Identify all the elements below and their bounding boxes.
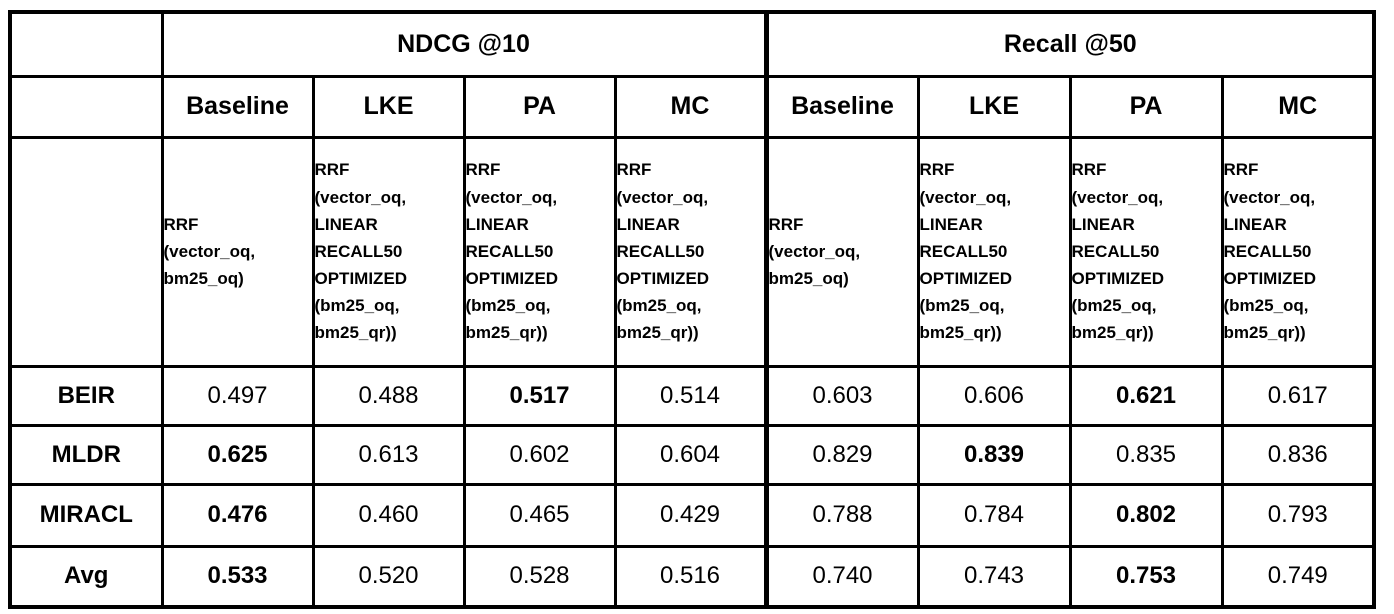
value-cell: 0.533 [160, 544, 315, 609]
descriptor-recall-pa: RRF (vector_oq, LINEAR RECALL50 OPTIMIZE… [1068, 135, 1224, 368]
value-cell: 0.517 [462, 364, 617, 427]
value-cell: 0.835 [1068, 423, 1224, 486]
method-header-row: Baseline LKE PA MC Baseline LKE PA MC [8, 74, 1376, 139]
corner-cell-top [8, 10, 164, 78]
col-header-ndcg-pa: PA [462, 74, 617, 139]
table-row-miracl: MIRACL 0.476 0.460 0.465 0.429 0.788 0.7… [8, 482, 1376, 548]
row-label-mldr: MLDR [8, 423, 164, 486]
value-cell: 0.839 [916, 423, 1072, 486]
metric-group-row: NDCG @10 Recall @50 [8, 10, 1376, 78]
value-cell: 0.621 [1068, 364, 1224, 427]
value-cell: 0.802 [1068, 482, 1224, 548]
value-cell: 0.602 [462, 423, 617, 486]
value-cell: 0.829 [763, 423, 920, 486]
group-header-recall50: Recall @50 [763, 10, 1376, 78]
value-cell: 0.613 [311, 423, 466, 486]
value-cell: 0.497 [160, 364, 315, 427]
table-row-avg: Avg 0.533 0.520 0.528 0.516 0.740 0.743 … [8, 544, 1376, 609]
value-cell: 0.514 [613, 364, 768, 427]
group-header-ndcg10: NDCG @10 [160, 10, 768, 78]
descriptor-recall-baseline: RRF (vector_oq, bm25_oq) [763, 135, 920, 368]
col-header-recall-lke: LKE [916, 74, 1072, 139]
descriptor-recall-lke: RRF (vector_oq, LINEAR RECALL50 OPTIMIZE… [916, 135, 1072, 368]
value-cell: 0.740 [763, 544, 920, 609]
col-header-recall-mc: MC [1220, 74, 1376, 139]
col-header-ndcg-baseline: Baseline [160, 74, 315, 139]
value-cell: 0.625 [160, 423, 315, 486]
col-header-recall-pa: PA [1068, 74, 1224, 139]
value-cell: 0.749 [1220, 544, 1376, 609]
col-header-ndcg-mc: MC [613, 74, 768, 139]
col-header-recall-baseline: Baseline [763, 74, 920, 139]
value-cell: 0.784 [916, 482, 1072, 548]
row-label-avg: Avg [8, 544, 164, 609]
value-cell: 0.520 [311, 544, 466, 609]
corner-cell-bottom [8, 135, 164, 368]
descriptor-ndcg-lke: RRF (vector_oq, LINEAR RECALL50 OPTIMIZE… [311, 135, 466, 368]
value-cell: 0.753 [1068, 544, 1224, 609]
value-cell: 0.460 [311, 482, 466, 548]
descriptor-recall-mc: RRF (vector_oq, LINEAR RECALL50 OPTIMIZE… [1220, 135, 1376, 368]
value-cell: 0.788 [763, 482, 920, 548]
corner-cell-middle [8, 74, 164, 139]
table-row-beir: BEIR 0.497 0.488 0.517 0.514 0.603 0.606… [8, 364, 1376, 427]
value-cell: 0.604 [613, 423, 768, 486]
table-row-mldr: MLDR 0.625 0.613 0.602 0.604 0.829 0.839… [8, 423, 1376, 486]
descriptor-ndcg-baseline: RRF (vector_oq, bm25_oq) [160, 135, 315, 368]
value-cell: 0.516 [613, 544, 768, 609]
descriptor-ndcg-mc: RRF (vector_oq, LINEAR RECALL50 OPTIMIZE… [613, 135, 768, 368]
value-cell: 0.429 [613, 482, 768, 548]
method-descriptor-row: RRF (vector_oq, bm25_oq) RRF (vector_oq,… [8, 135, 1376, 368]
value-cell: 0.793 [1220, 482, 1376, 548]
value-cell: 0.476 [160, 482, 315, 548]
value-cell: 0.743 [916, 544, 1072, 609]
row-label-miracl: MIRACL [8, 482, 164, 548]
value-cell: 0.606 [916, 364, 1072, 427]
value-cell: 0.488 [311, 364, 466, 427]
value-cell: 0.528 [462, 544, 617, 609]
value-cell: 0.617 [1220, 364, 1376, 427]
value-cell: 0.465 [462, 482, 617, 548]
value-cell: 0.603 [763, 364, 920, 427]
descriptor-ndcg-pa: RRF (vector_oq, LINEAR RECALL50 OPTIMIZE… [462, 135, 617, 368]
row-label-beir: BEIR [8, 364, 164, 427]
value-cell: 0.836 [1220, 423, 1376, 486]
col-header-ndcg-lke: LKE [311, 74, 466, 139]
results-table: NDCG @10 Recall @50 Baseline LKE PA MC B… [8, 10, 1376, 609]
